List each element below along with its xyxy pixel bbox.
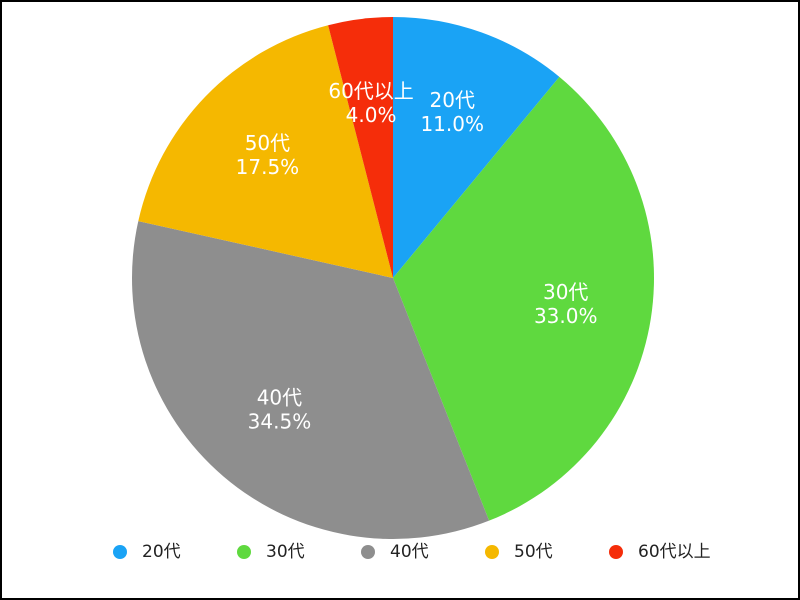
legend-marker [609, 545, 623, 559]
legend-label: 40代 [390, 542, 429, 562]
slice-category: 50代 [245, 131, 290, 155]
legend-marker [113, 545, 127, 559]
legend-label: 30代 [266, 542, 305, 562]
slice-category: 30代 [543, 280, 588, 304]
legend-marker [485, 545, 499, 559]
pie [131, 17, 655, 539]
legend-label: 20代 [142, 542, 181, 562]
slice-value: 11.0% [420, 112, 484, 136]
slice [328, 17, 393, 278]
slice-category: 40代 [257, 385, 302, 409]
slice-category: 60代以上 [328, 79, 413, 103]
slice [138, 25, 393, 278]
slice [131, 221, 490, 539]
slice [393, 76, 655, 521]
legend-label: 60代以上 [638, 542, 711, 562]
slice-value: 17.5% [236, 155, 300, 179]
slice-category: 20代 [430, 88, 475, 112]
slice [393, 17, 560, 278]
legend-marker [361, 545, 375, 559]
legend-marker [237, 545, 251, 559]
legend: 20代 30代 40代 50代 60代以上 [113, 542, 711, 562]
legend-label: 50代 [514, 542, 553, 562]
slice-value: 34.5% [248, 409, 312, 433]
slice-value: 33.0% [534, 304, 598, 328]
slice-value: 4.0% [346, 103, 397, 127]
